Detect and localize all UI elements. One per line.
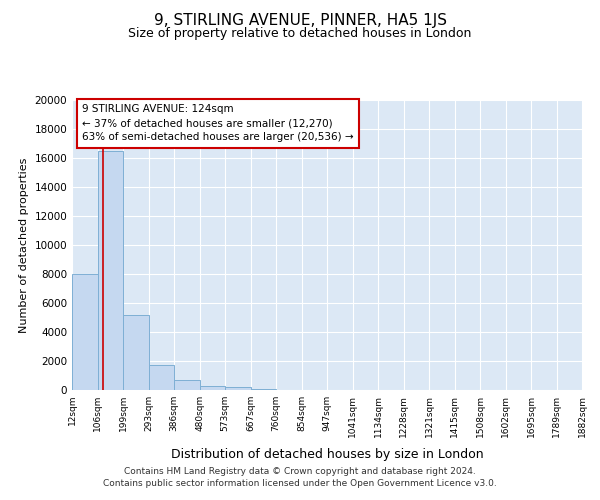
Text: 9 STIRLING AVENUE: 124sqm
← 37% of detached houses are smaller (12,270)
63% of s: 9 STIRLING AVENUE: 124sqm ← 37% of detac… — [82, 104, 354, 142]
Bar — [174, 380, 200, 390]
Bar — [72, 274, 98, 390]
Text: Size of property relative to detached houses in London: Size of property relative to detached ho… — [128, 28, 472, 40]
Bar — [98, 151, 123, 390]
Bar — [200, 386, 225, 390]
Text: Contains public sector information licensed under the Open Government Licence v3: Contains public sector information licen… — [103, 478, 497, 488]
Y-axis label: Number of detached properties: Number of detached properties — [19, 158, 29, 332]
Bar — [251, 388, 276, 390]
Bar — [123, 314, 149, 390]
Text: 9, STIRLING AVENUE, PINNER, HA5 1JS: 9, STIRLING AVENUE, PINNER, HA5 1JS — [154, 12, 446, 28]
Bar — [149, 364, 174, 390]
Bar — [225, 387, 251, 390]
X-axis label: Distribution of detached houses by size in London: Distribution of detached houses by size … — [170, 448, 484, 461]
Text: Contains HM Land Registry data © Crown copyright and database right 2024.: Contains HM Land Registry data © Crown c… — [124, 467, 476, 476]
